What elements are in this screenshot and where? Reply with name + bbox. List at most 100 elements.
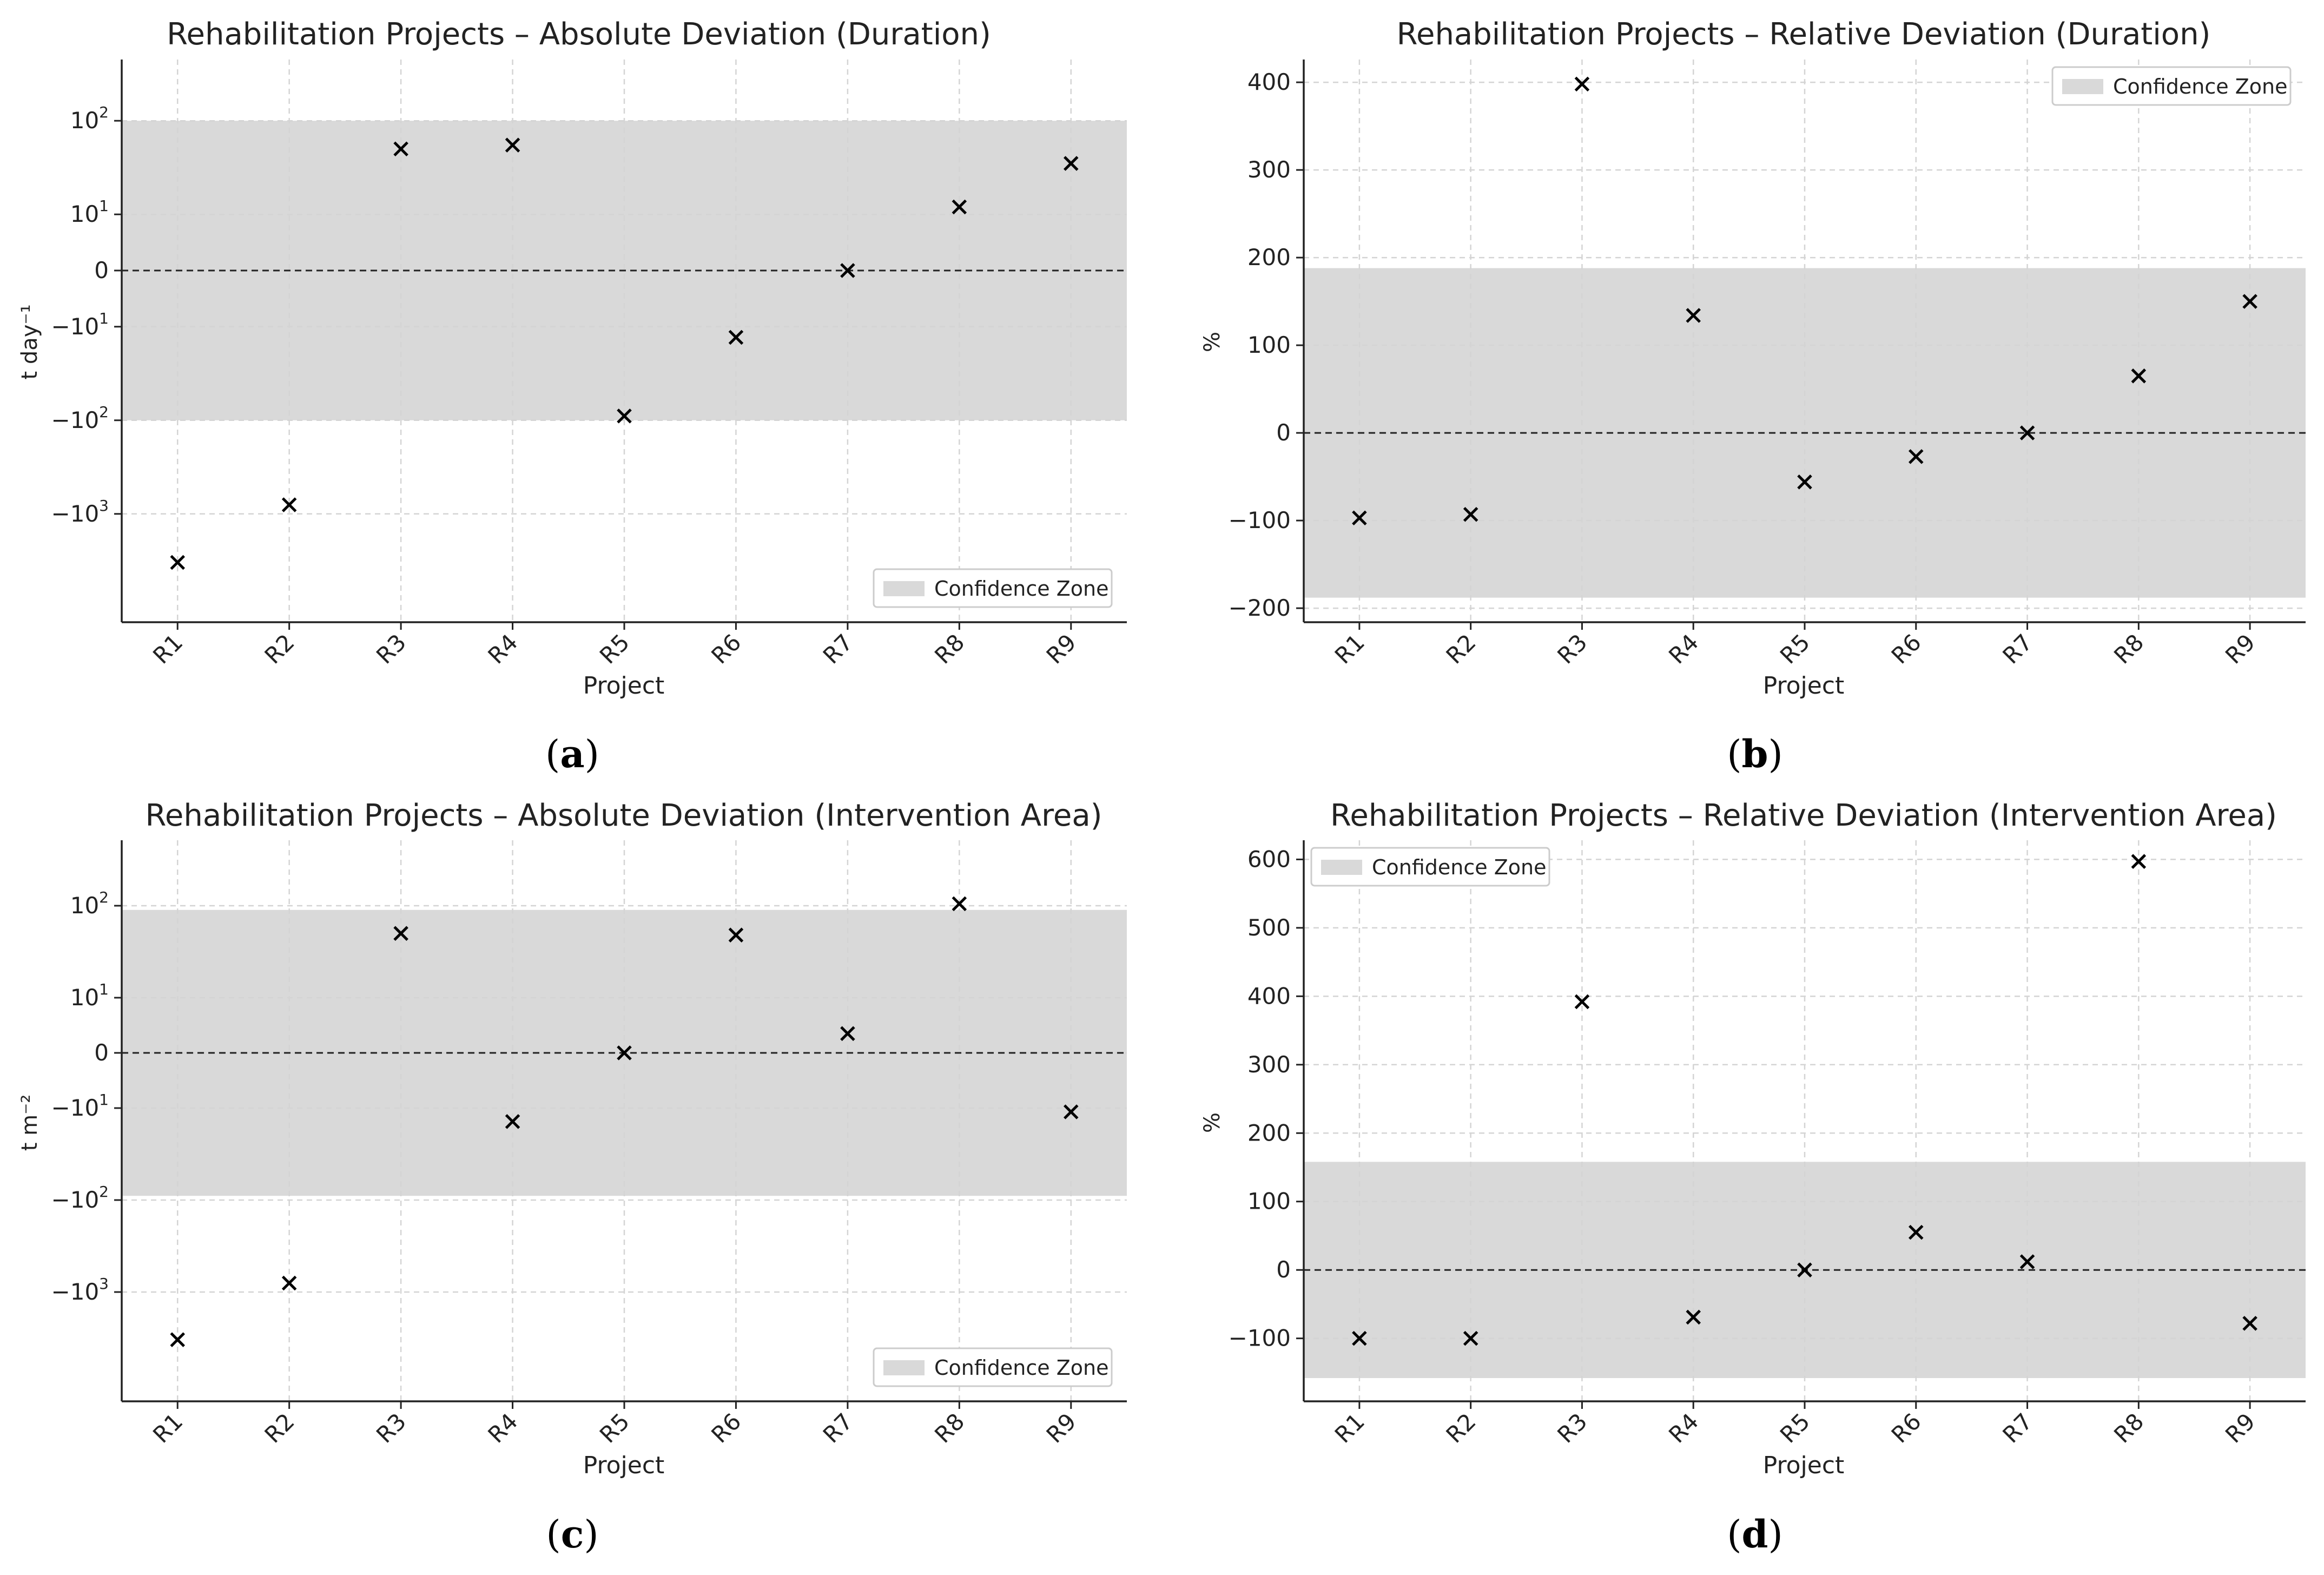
panel-c: Rehabilitation Projects – Absolute Devia… xyxy=(17,798,1127,1557)
y-tick-exponent: 1 xyxy=(99,309,109,327)
y-tick-label: 400 xyxy=(1247,69,1291,95)
y-tick-sign: − xyxy=(51,407,70,433)
y-tick-base: 10 xyxy=(70,1187,99,1213)
y-tick-exponent: 2 xyxy=(99,888,109,906)
y-tick-sign: − xyxy=(51,313,70,340)
legend: Confidence Zone xyxy=(2051,66,2292,106)
y-tick-label: 0 xyxy=(1276,419,1291,446)
y-tick-sign: − xyxy=(51,500,70,527)
y-tick-label: 100 xyxy=(1247,1188,1291,1215)
y-tick-base: 10 xyxy=(70,407,99,433)
y-tick-label: 600 xyxy=(1247,846,1291,872)
data-point-r1 xyxy=(1352,510,1367,525)
y-tick-label: −102 xyxy=(51,1183,109,1213)
y-tick-label: −200 xyxy=(1229,595,1291,621)
data-point-r5 xyxy=(1797,1262,1812,1277)
y-tick-base: 10 xyxy=(70,201,99,227)
y-tick-base: 10 xyxy=(70,984,99,1011)
x-axis-label: Project xyxy=(583,1452,665,1479)
x-axis-label: Project xyxy=(1763,672,1845,700)
panel-d: Rehabilitation Projects – Relative Devia… xyxy=(1200,798,2306,1557)
data-point-r7 xyxy=(2019,425,2035,440)
y-tick-base: 10 xyxy=(70,107,99,134)
data-point-r3 xyxy=(393,926,408,941)
y-tick-base: 10 xyxy=(70,892,99,919)
y-tick-label: 300 xyxy=(1247,156,1291,183)
legend-label: Confidence Zone xyxy=(2113,75,2287,98)
y-tick-label: 500 xyxy=(1247,914,1291,941)
legend-frame xyxy=(1310,847,1550,887)
legend-frame xyxy=(2051,66,2292,106)
y-tick-label: −102 xyxy=(51,403,109,433)
data-point-r4 xyxy=(505,1114,520,1129)
y-tick-label: 0 xyxy=(1276,1256,1291,1283)
y-tick-exponent: 3 xyxy=(99,497,109,515)
data-point-r1 xyxy=(170,555,185,570)
data-point-r2 xyxy=(281,1275,297,1291)
y-tick-label: 300 xyxy=(1247,1051,1291,1078)
y-tick-base: 10 xyxy=(70,500,99,527)
legend-swatch xyxy=(1321,860,1362,875)
data-point-r5 xyxy=(1797,475,1812,490)
y-tick-exponent: 1 xyxy=(99,1091,109,1109)
data-point-r2 xyxy=(281,497,297,512)
y-tick-label: −103 xyxy=(51,497,109,527)
y-tick-label: 400 xyxy=(1247,983,1291,1009)
data-point-r4 xyxy=(1686,308,1701,323)
y-tick-label: 100 xyxy=(1247,332,1291,358)
panel-caption: (d) xyxy=(1727,1512,1783,1557)
y-tick-base: 10 xyxy=(70,313,99,340)
y-tick-label: 0 xyxy=(94,257,109,284)
data-point-r9 xyxy=(2242,1316,2257,1331)
panel-a: Rehabilitation Projects – Absolute Devia… xyxy=(17,17,1127,776)
y-tick-exponent: 2 xyxy=(99,103,109,121)
y-tick-exponent: 1 xyxy=(99,197,109,215)
legend: Confidence Zone xyxy=(873,568,1113,608)
chart-title: Rehabilitation Projects – Absolute Devia… xyxy=(146,798,1102,833)
legend-swatch xyxy=(883,581,925,596)
data-point-r6 xyxy=(728,927,744,943)
legend-frame xyxy=(873,568,1113,608)
y-tick-sign: − xyxy=(51,1095,70,1121)
y-tick-label: −101 xyxy=(51,309,109,340)
chart-title: Rehabilitation Projects – Relative Devia… xyxy=(1397,17,2211,52)
x-axis-label: Project xyxy=(583,672,665,700)
data-point-r1 xyxy=(170,1332,185,1347)
chart-title: Rehabilitation Projects – Relative Devia… xyxy=(1330,798,2277,833)
data-point-r6 xyxy=(728,330,744,345)
data-point-r9 xyxy=(1064,1104,1079,1119)
data-point-r3 xyxy=(1574,76,1590,92)
y-tick-label: 102 xyxy=(70,103,109,134)
y-tick-sign: − xyxy=(51,1187,70,1213)
y-tick-sign: − xyxy=(51,1279,70,1305)
data-point-r3 xyxy=(393,141,408,157)
y-tick-label: 200 xyxy=(1247,1119,1291,1146)
panel-b: Rehabilitation Projects – Relative Devia… xyxy=(1200,17,2306,776)
y-tick-label: −100 xyxy=(1229,1325,1291,1352)
legend-label: Confidence Zone xyxy=(934,577,1108,601)
legend-swatch xyxy=(883,1360,925,1375)
data-point-r8 xyxy=(2131,854,2147,869)
y-axis-label: % xyxy=(1200,332,1225,352)
y-tick-base: 10 xyxy=(70,1279,99,1305)
data-point-r2 xyxy=(1463,1330,1478,1346)
panel-caption: (a) xyxy=(545,732,599,776)
legend-swatch xyxy=(2062,79,2103,94)
data-point-r4 xyxy=(505,137,520,153)
legend-label: Confidence Zone xyxy=(934,1356,1108,1380)
data-point-r7 xyxy=(2019,1254,2035,1269)
data-point-r7 xyxy=(840,263,855,278)
y-tick-label: 101 xyxy=(70,197,109,227)
data-point-r6 xyxy=(1909,449,1924,464)
y-tick-exponent: 2 xyxy=(99,1183,109,1201)
y-axis-label: t day⁻¹ xyxy=(17,304,42,379)
y-axis-label: % xyxy=(1200,1112,1225,1133)
data-point-r9 xyxy=(1064,156,1079,171)
y-tick-label: −103 xyxy=(51,1275,109,1305)
x-axis-label: Project xyxy=(1763,1452,1845,1479)
chart-title: Rehabilitation Projects – Absolute Devia… xyxy=(167,17,991,52)
y-tick-label: −100 xyxy=(1229,507,1291,533)
y-tick-label: 101 xyxy=(70,980,109,1011)
panel-caption: (b) xyxy=(1727,732,1783,776)
